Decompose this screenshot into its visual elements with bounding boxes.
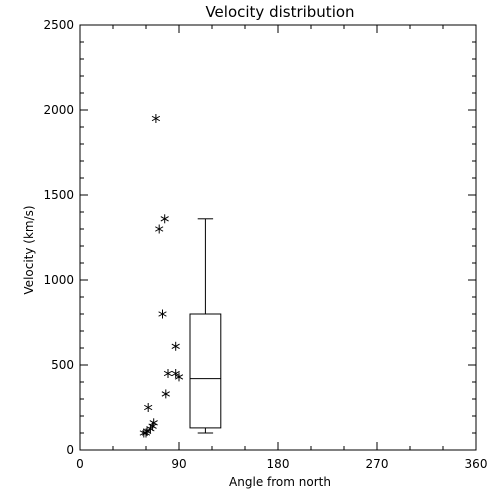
x-tick-label: 90 [171, 457, 186, 471]
data-point [163, 369, 173, 378]
data-point [160, 214, 169, 224]
y-tick-label: 1000 [43, 273, 74, 287]
chart-title: Velocity distribution [205, 3, 354, 21]
data-point [171, 341, 180, 351]
data-point [171, 369, 180, 378]
data-point [174, 372, 184, 382]
y-tick-label: 0 [66, 443, 74, 457]
x-tick-label: 270 [366, 457, 389, 471]
x-axis-label: Angle from north [229, 475, 331, 489]
y-tick-label: 500 [51, 358, 74, 372]
tick-labels: 0 90 180 270 360 0 500 1000 1500 2000 2500 [43, 18, 487, 471]
x-tick-label: 0 [76, 457, 84, 471]
y-axis-label: Velocity (km/s) [22, 205, 36, 294]
y-tick-label: 1500 [43, 188, 74, 202]
data-point [158, 309, 167, 319]
y-tick-label: 2000 [43, 103, 74, 117]
y-tick-label: 2500 [43, 18, 74, 32]
data-point [151, 114, 161, 123]
boxplot [189, 218, 222, 434]
data-point [161, 389, 170, 399]
x-tick-label: 360 [465, 457, 488, 471]
x-tick-label: 180 [267, 457, 290, 471]
data-points [139, 114, 184, 438]
box-iqr [189, 313, 222, 429]
axis-ticks [79, 24, 477, 451]
data-point [144, 403, 153, 412]
data-point [146, 424, 155, 434]
plot-frame [79, 24, 477, 451]
data-point [155, 224, 164, 234]
data-point [141, 428, 151, 438]
